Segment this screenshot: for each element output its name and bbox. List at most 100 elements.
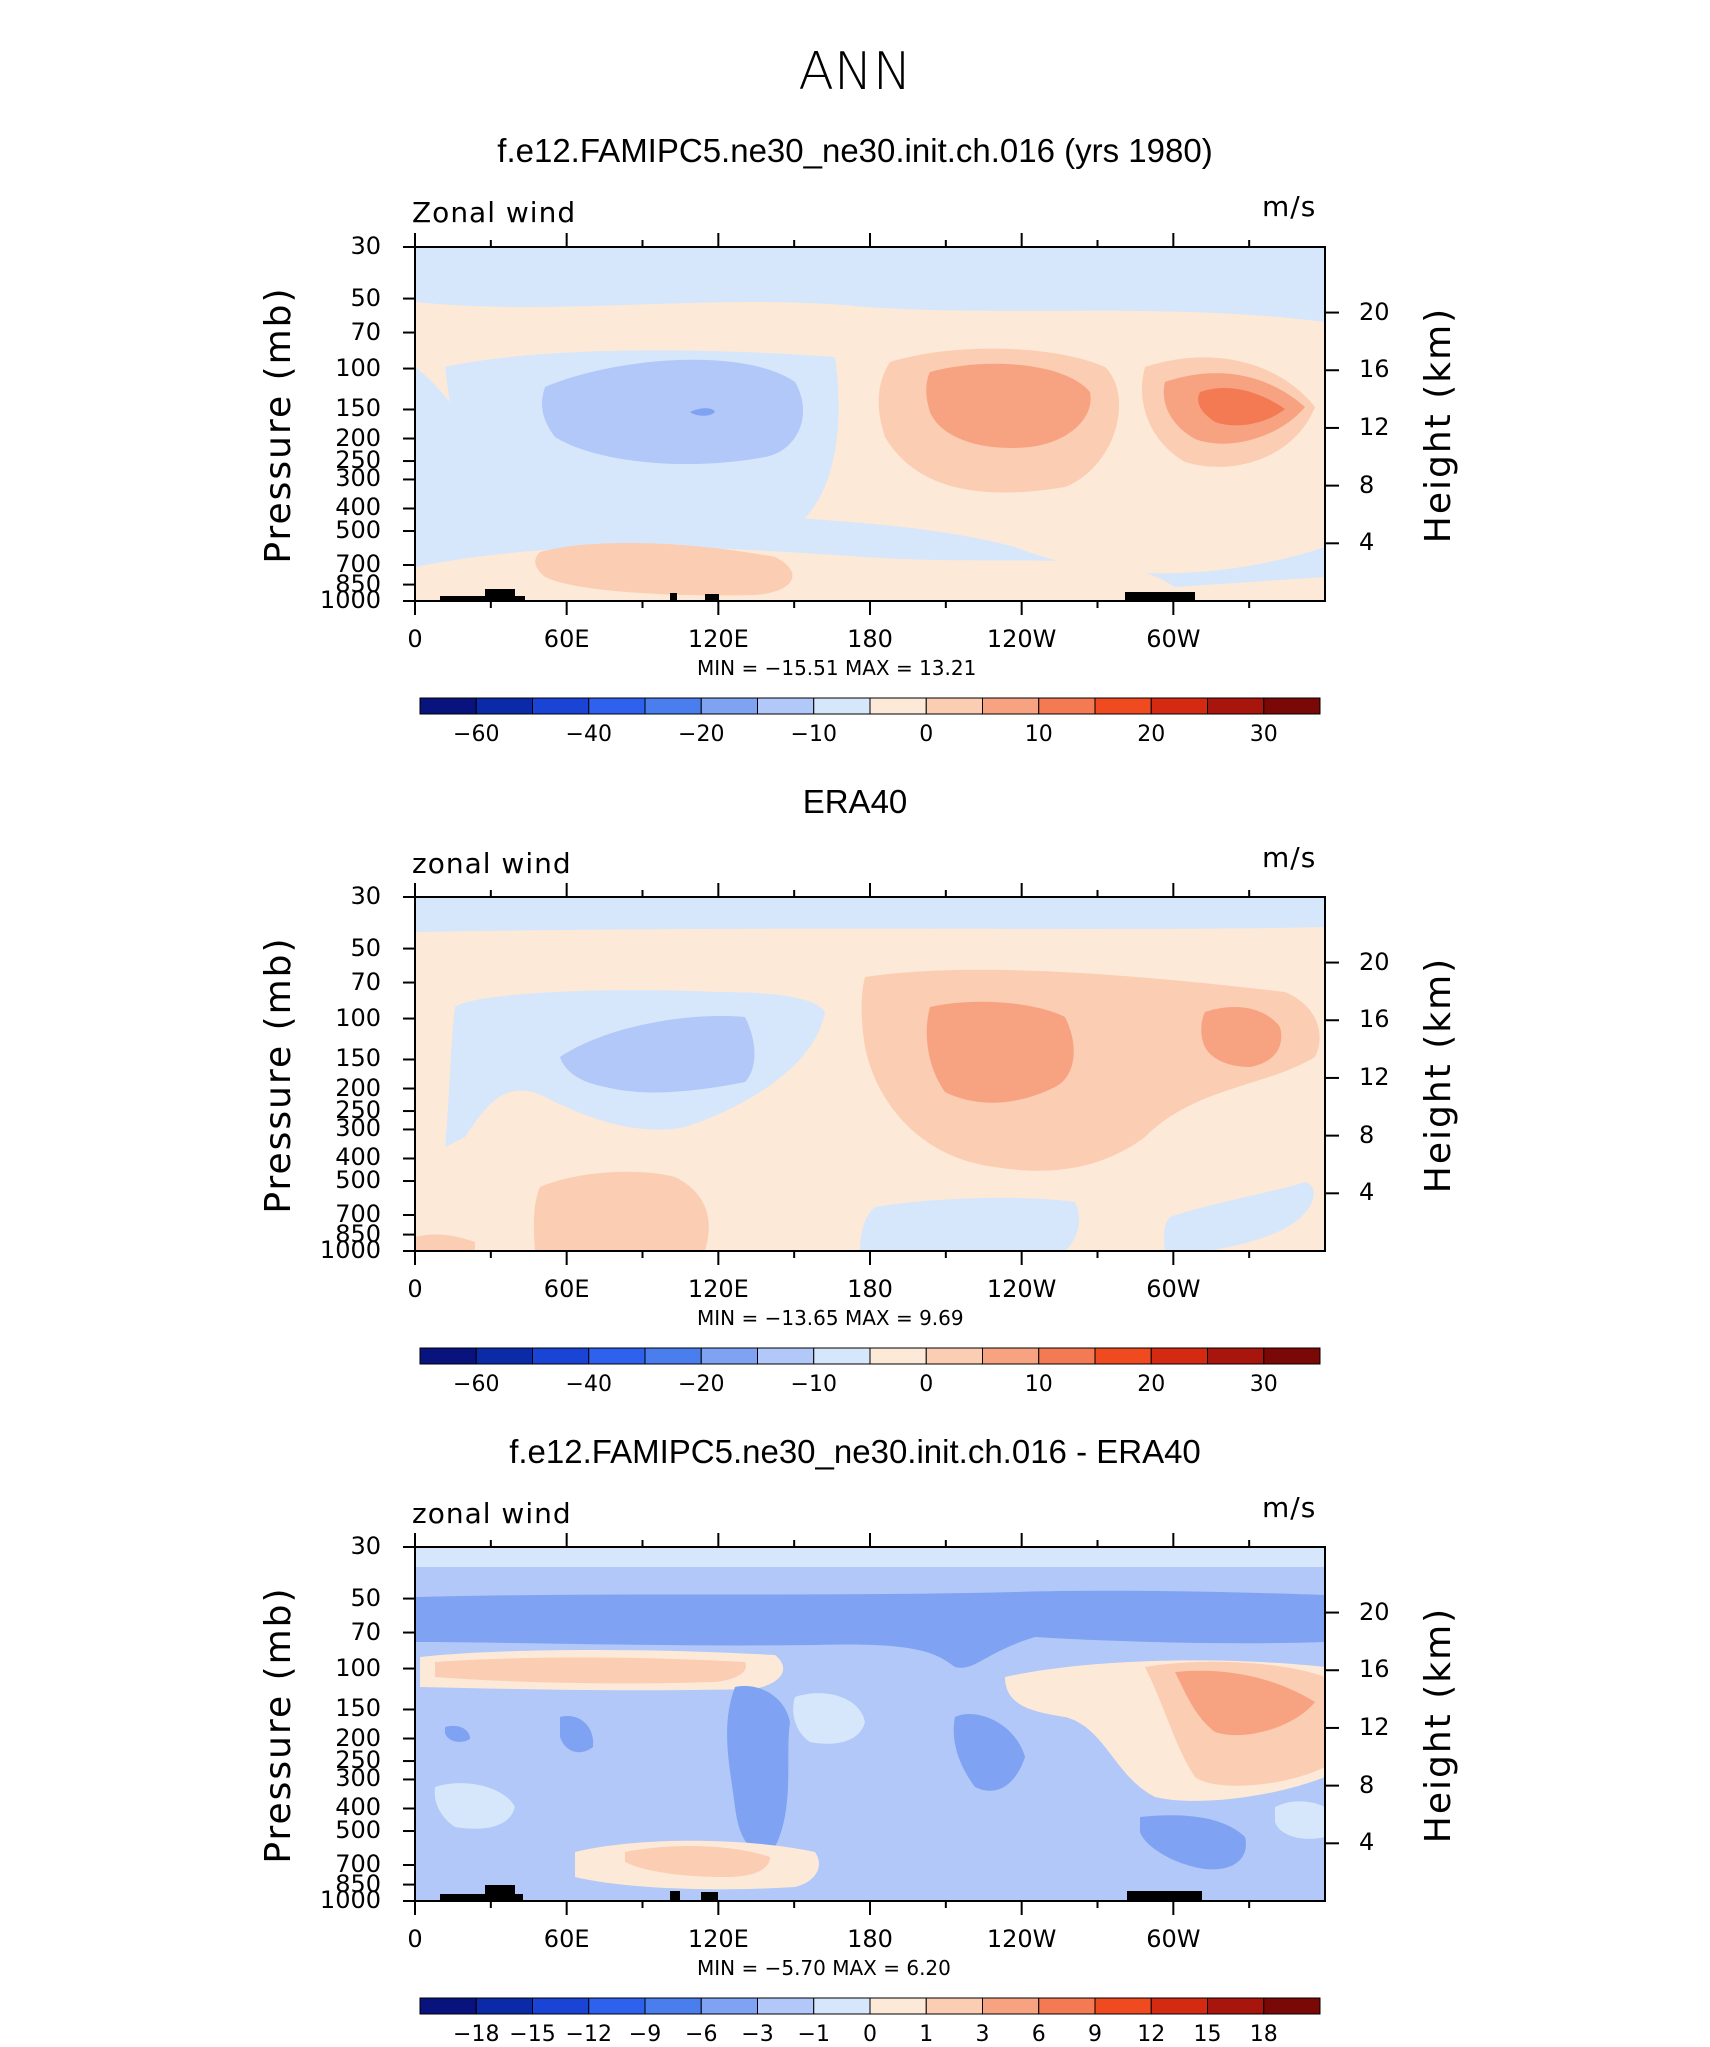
panel-1-negative-dot (690, 408, 715, 416)
panel-3-pressure-tick-label: 100 (335, 1653, 381, 1682)
panel-3-middle-neg-2 (953, 1713, 1025, 1791)
panel-2-jet-west-core (1201, 1007, 1282, 1067)
panel-2-colorbar-label: 30 (1249, 1372, 1278, 1397)
panel-2-colorbar-swatch (532, 1347, 590, 1365)
panel-3-height-tick-label: 4 (1359, 1828, 1375, 1857)
panel-3-minmax: MIN = −5.70 MAX = 6.20 (697, 1956, 951, 1980)
panel-2-colorbar-swatch (700, 1347, 758, 1365)
panel-2-colorbar-label: −40 (565, 1372, 612, 1397)
panel-1-colorbar-swatch (813, 697, 871, 715)
panel-3-pressure-tick-label: 500 (335, 1816, 381, 1845)
panel-3-colorbar-swatch (1150, 1997, 1208, 2015)
panel-1-lon-tick-label: 120E (687, 625, 749, 653)
panel-3-colorbar-swatch (1094, 1997, 1152, 2015)
panel-2-height-tick-label: 16 (1359, 1005, 1390, 1034)
panel-1-pressure-tick-label: 70 (350, 317, 381, 346)
panel-1-colorbar-label: −60 (453, 722, 500, 747)
panel-1-units-label: m/s (1262, 190, 1317, 223)
panel-2-top-negative (415, 897, 1325, 932)
panel-3-colorbar-swatch (757, 1997, 815, 2015)
panel-3-colorbar-swatch (532, 1997, 590, 2015)
panel-2-plot (414, 896, 1326, 1252)
panel-3-pressure-tick-label: 200 (335, 1723, 381, 1752)
panel-1-height-tick-label: 4 (1359, 528, 1375, 557)
panel-1-pressure-tick-label: 200 (335, 423, 381, 452)
panel-2-colorbar-swatch (1263, 1347, 1321, 1365)
panel-1-pressure-tick-label: 100 (335, 353, 381, 382)
panel-2-lon-tick-label: 60E (543, 1275, 590, 1303)
panel-2-units-label: m/s (1262, 841, 1317, 874)
panel-1-colorbar-label: −20 (678, 722, 725, 747)
panel-1-pressure-tick-label: 850 (335, 569, 381, 598)
panel-2-lower-jet-west (415, 1234, 475, 1251)
panel-3-colorbar-swatch (644, 1997, 702, 2015)
panel-2-colorbar-swatch (644, 1347, 702, 1365)
panel-3-title: f.e12.FAMIPC5.ne30_ne30.init.ch.016 - ER… (509, 1433, 1201, 1470)
panel-2-colorbar-label: −10 (790, 1372, 837, 1397)
panel-3-pressure-tick-label: 50 (350, 1583, 381, 1612)
panel-1-jet-west-core (1198, 388, 1285, 426)
panel-2-colorbar-label: −60 (453, 1372, 500, 1397)
panel-1-colorbar-swatch (644, 697, 702, 715)
panel-2-negative-core (560, 1016, 755, 1093)
panel-3-pressure-tick-label: 300 (335, 1764, 381, 1793)
panel-1-jet-east-inner (926, 363, 1091, 448)
panel-3-middle-neg-3 (560, 1716, 594, 1753)
panel-2-colorbar-label: 0 (919, 1372, 934, 1397)
panel-1-colorbar-swatch (1150, 697, 1208, 715)
panel-3-lon-tick-label: 120E (687, 1925, 749, 1953)
panel-3-pressure-tick-label: 700 (335, 1849, 381, 1878)
panel-1-colorbar-swatch (475, 697, 533, 715)
panel-1-lower-jet (535, 542, 793, 596)
panel-1-pressure-tick-label: 50 (350, 283, 381, 312)
panel-2-minmax: MIN = −13.65 MAX = 9.69 (697, 1306, 964, 1330)
panel-2-colorbar-swatch (982, 1347, 1040, 1365)
panel-1-colorbar-swatch (1094, 697, 1152, 715)
panel-2-colorbar-swatch (588, 1347, 646, 1365)
panel-1-height-tick-label: 8 (1359, 470, 1375, 499)
panel-3-pressure-tick-label: 150 (335, 1694, 381, 1723)
panel-1-pressure-tick-label: 700 (335, 549, 381, 578)
panel-3-lon-tick-label: 120W (986, 1925, 1057, 1953)
panel-3-colorbar-swatch (869, 1997, 927, 2015)
panel-2-colorbar-label: 10 (1024, 1372, 1053, 1397)
panel-1-pressure-tick-label: 250 (335, 446, 381, 475)
panel-2-height-tick-label: 4 (1359, 1178, 1375, 1207)
panel-3-variable-label: zonal wind (412, 1497, 572, 1530)
panel-3-east-positive-core (1175, 1670, 1315, 1736)
panel-2-lower-jet (533, 1171, 709, 1251)
panel-3-colorbar-swatch (982, 1997, 1040, 2015)
panel-1-colorbar-swatch (700, 697, 758, 715)
panel-2-colorbar-label: 20 (1137, 1372, 1166, 1397)
panel-2-pressure-tick-label: 500 (335, 1166, 381, 1195)
panel-2-colorbar-swatch (1150, 1347, 1208, 1365)
panel-2-colorbar-swatch (475, 1347, 533, 1365)
panel-3-colorbar-swatch (419, 1997, 477, 2015)
panel-1-pressure-tick-label: 1000 (319, 586, 381, 614)
panel-3-pressure-tick-label: 1000 (319, 1886, 381, 1914)
panel-3-plot (414, 1546, 1326, 1902)
panel-1-colorbar-label: 0 (919, 722, 934, 747)
panel-3-colorbar-swatch (1038, 1997, 1096, 2015)
panel-2-pressure-tick-label: 30 (350, 882, 381, 910)
panel-2-pressure-tick-label: 100 (335, 1003, 381, 1032)
panel-2-colorbar-swatch (1038, 1347, 1096, 1365)
panel-3-height-tick-label: 20 (1359, 1597, 1390, 1626)
panel-2-surface-neg-east (860, 1197, 1080, 1251)
panel-1-colorbar-swatch (1038, 697, 1096, 715)
panel-2-colorbar-swatch (757, 1347, 815, 1365)
panel-3-middle-neg-4 (445, 1725, 470, 1742)
panel-2-pressure-tick-label: 70 (350, 967, 381, 996)
panel-2-pressure-tick-label: 850 (335, 1219, 381, 1248)
panel-3-upper-positive-core (435, 1657, 746, 1684)
panel-1-pressure-tick-label: 500 (335, 516, 381, 545)
panel-1-title: f.e12.FAMIPC5.ne30_ne30.init.ch.016 (yrs… (497, 132, 1213, 169)
panel-2-lon-tick-label: 120W (986, 1275, 1057, 1303)
panel-1-lon-tick-label: 60W (1146, 625, 1201, 653)
panel-1-height-tick-label: 20 (1359, 297, 1390, 326)
panel-2-pressure-tick-label: 1000 (319, 1236, 381, 1264)
panel-2-lon-tick-label: 60W (1146, 1275, 1201, 1303)
panel-1-colorbar-swatch (869, 697, 927, 715)
panel-2-pressure-tick-label: 300 (335, 1114, 381, 1143)
